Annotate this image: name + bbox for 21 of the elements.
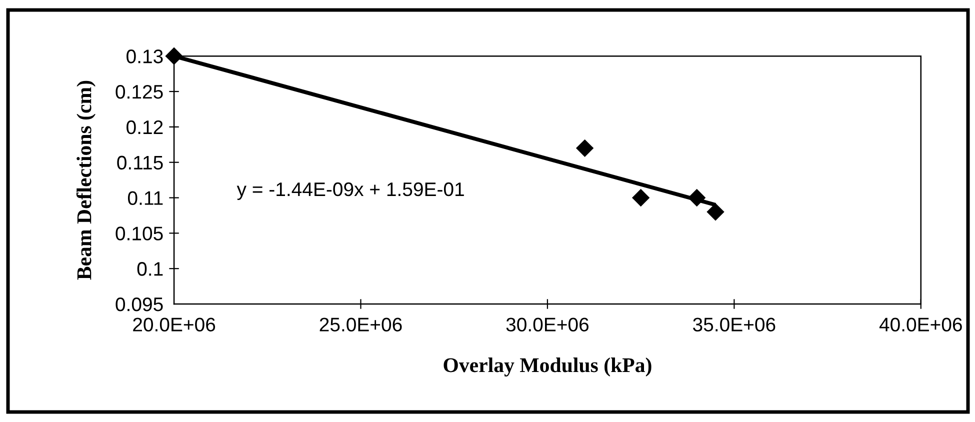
annotation: y = -1.44E-09x + 1.59E-01 <box>236 182 464 200</box>
y-tick-label: 0.125 <box>116 84 163 99</box>
y-tick-label: 0.115 <box>117 156 163 170</box>
x-tick-label: 20.0E+06 <box>133 318 216 332</box>
x-tick-label: 25.0E+06 <box>320 318 402 332</box>
x-tick-label: 40.0E+06 <box>879 318 962 332</box>
y-tick-label: 0.1 <box>137 262 163 276</box>
point <box>688 189 706 206</box>
y-tick-label: 0.095 <box>116 297 163 312</box>
point <box>706 203 724 220</box>
point <box>165 48 183 65</box>
y-tick-label: 0.11 <box>128 191 163 205</box>
point <box>576 140 594 157</box>
y-tick-label: 0.12 <box>126 120 163 134</box>
y-tick-label: 0.105 <box>116 226 163 240</box>
x-tick-label: 30.0E+06 <box>506 318 589 332</box>
x-axis-title: Overlay Modulus (kPa) <box>444 358 652 377</box>
y-tick-label: 0.13 <box>126 50 163 64</box>
y-axis-title: Beam Deflections (cm) <box>76 80 96 280</box>
x-tick-label: 35.0E+06 <box>693 318 776 332</box>
point <box>632 189 650 206</box>
